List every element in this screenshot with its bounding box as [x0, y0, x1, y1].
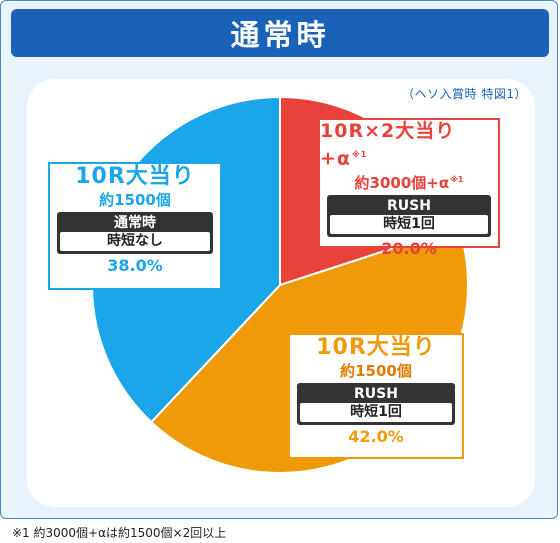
slice-red-percent: 20.0%: [381, 239, 437, 259]
slice-label-blue: 10R大当り 約1500個 通常時 時短なし 38.0%: [48, 162, 222, 290]
slice-red-balls: 約3000個+α※1: [354, 174, 464, 193]
slice-label-red: 10R×2大当り+α※1 約3000個+α※1 RUSH 時短1回 20.0%: [318, 118, 500, 258]
slice-label-orange: 10R大当り 約1500個 RUSH 時短1回 42.0%: [288, 333, 464, 459]
chart-caption: （ヘソ入賞時 特図1）: [402, 87, 527, 101]
slice-blue-mode: 通常時 時短なし: [56, 212, 214, 254]
slice-blue-percent: 38.0%: [107, 256, 163, 275]
slice-red-title: 10R×2大当り+α※1: [320, 120, 456, 170]
slice-orange-title: 10R大当り: [316, 335, 436, 360]
slice-blue-balls: 約1500個: [99, 191, 171, 209]
slice-orange-percent: 42.0%: [348, 427, 404, 446]
slice-red-mode: RUSH 時短1回: [327, 195, 491, 238]
slice-orange-mode: RUSH 時短1回: [296, 383, 456, 425]
slice-blue-title: 10R大当り: [75, 164, 195, 189]
footnote: ※1 約3000個+αは約1500個×2回以上: [12, 526, 227, 540]
slice-orange-balls: 約1500個: [340, 362, 412, 380]
page-title: 通常時: [11, 9, 549, 57]
